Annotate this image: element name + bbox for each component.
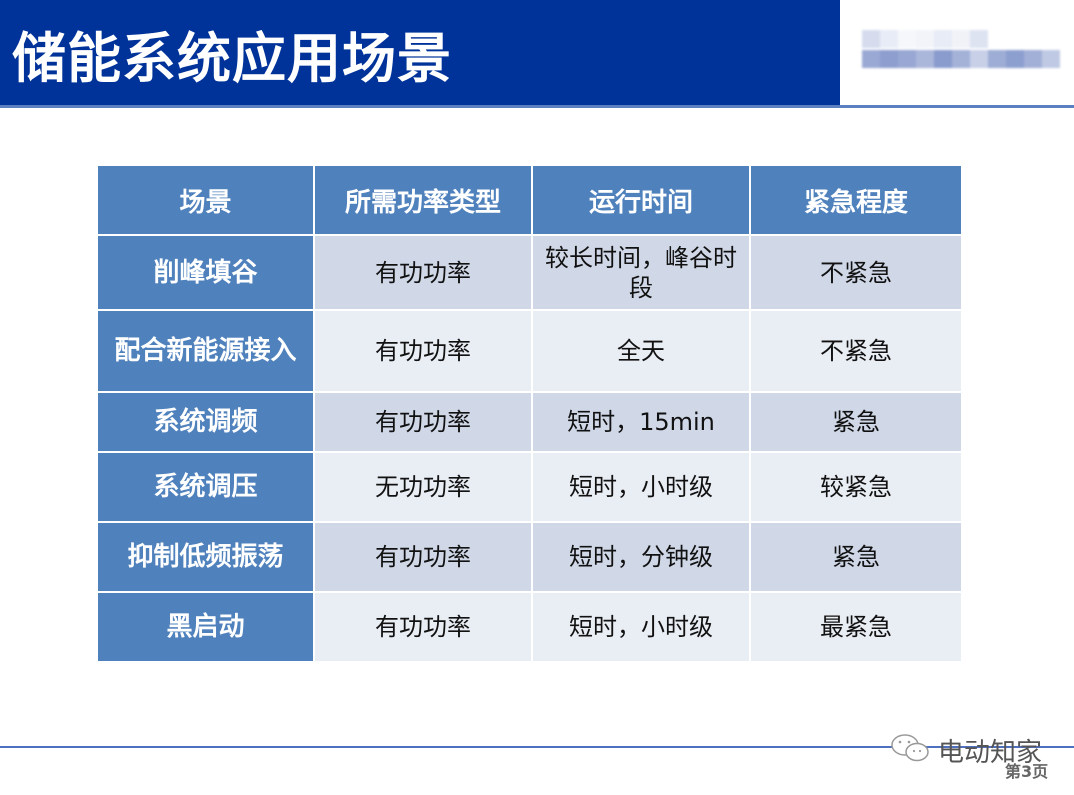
cell: 不紧急 xyxy=(749,309,963,393)
blurred-logo xyxy=(862,30,1062,70)
table-header-row: 场景 所需功率类型 运行时间 紧急程度 xyxy=(96,164,963,236)
scenario-cell: 配合新能源接入 xyxy=(96,309,315,393)
cell: 短时，小时级 xyxy=(531,591,751,663)
cell: 有功功率 xyxy=(313,309,533,393)
table-row: 黑启动 有功功率 短时，小时级 最紧急 xyxy=(96,591,963,663)
cell: 短时，分钟级 xyxy=(531,521,751,593)
table-row: 系统调频 有功功率 短时，15min 紧急 xyxy=(96,391,963,453)
cell: 有功功率 xyxy=(313,591,533,663)
header-cell: 紧急程度 xyxy=(749,164,963,236)
scenario-cell: 系统调压 xyxy=(96,451,315,523)
header-cell: 所需功率类型 xyxy=(313,164,533,236)
cell: 紧急 xyxy=(749,521,963,593)
cell-text: 较长时间，峰谷时段 xyxy=(545,243,737,302)
cell: 短时，小时级 xyxy=(531,451,751,523)
table-row: 抑制低频振荡 有功功率 短时，分钟级 紧急 xyxy=(96,521,963,593)
title-bar: 储能系统应用场景 xyxy=(0,0,840,106)
scenario-table: 场景 所需功率类型 运行时间 紧急程度 削峰填谷 有功功率 较长时间，峰谷时段 … xyxy=(96,164,963,663)
footer-divider xyxy=(0,746,1074,748)
cell: 较紧急 xyxy=(749,451,963,523)
header-cell: 运行时间 xyxy=(531,164,751,236)
header-divider xyxy=(0,105,1074,108)
page-number: 第3页 xyxy=(1005,762,1049,781)
table-row: 削峰填谷 有功功率 较长时间，峰谷时段 不紧急 xyxy=(96,234,963,311)
cell: 全天 xyxy=(531,309,751,393)
scenario-cell: 抑制低频振荡 xyxy=(96,521,315,593)
cell: 不紧急 xyxy=(749,234,963,311)
page-title: 储能系统应用场景 xyxy=(12,27,452,90)
cell: 有功功率 xyxy=(313,234,533,311)
wechat-icon xyxy=(890,732,932,772)
cell: 较长时间，峰谷时段 xyxy=(531,234,751,311)
table-row: 配合新能源接入 有功功率 全天 不紧急 xyxy=(96,309,963,393)
cell: 有功功率 xyxy=(313,521,533,593)
cell: 紧急 xyxy=(749,391,963,453)
scenario-cell: 削峰填谷 xyxy=(96,234,315,311)
cell: 无功功率 xyxy=(313,451,533,523)
cell: 最紧急 xyxy=(749,591,963,663)
table-row: 系统调压 无功功率 短时，小时级 较紧急 xyxy=(96,451,963,523)
cell: 短时，15min xyxy=(531,391,751,453)
header-cell: 场景 xyxy=(96,164,315,236)
scenario-cell: 黑启动 xyxy=(96,591,315,663)
brand-watermark: 电动知家 xyxy=(938,738,1043,768)
scenario-cell: 系统调频 xyxy=(96,391,315,453)
cell: 有功功率 xyxy=(313,391,533,453)
